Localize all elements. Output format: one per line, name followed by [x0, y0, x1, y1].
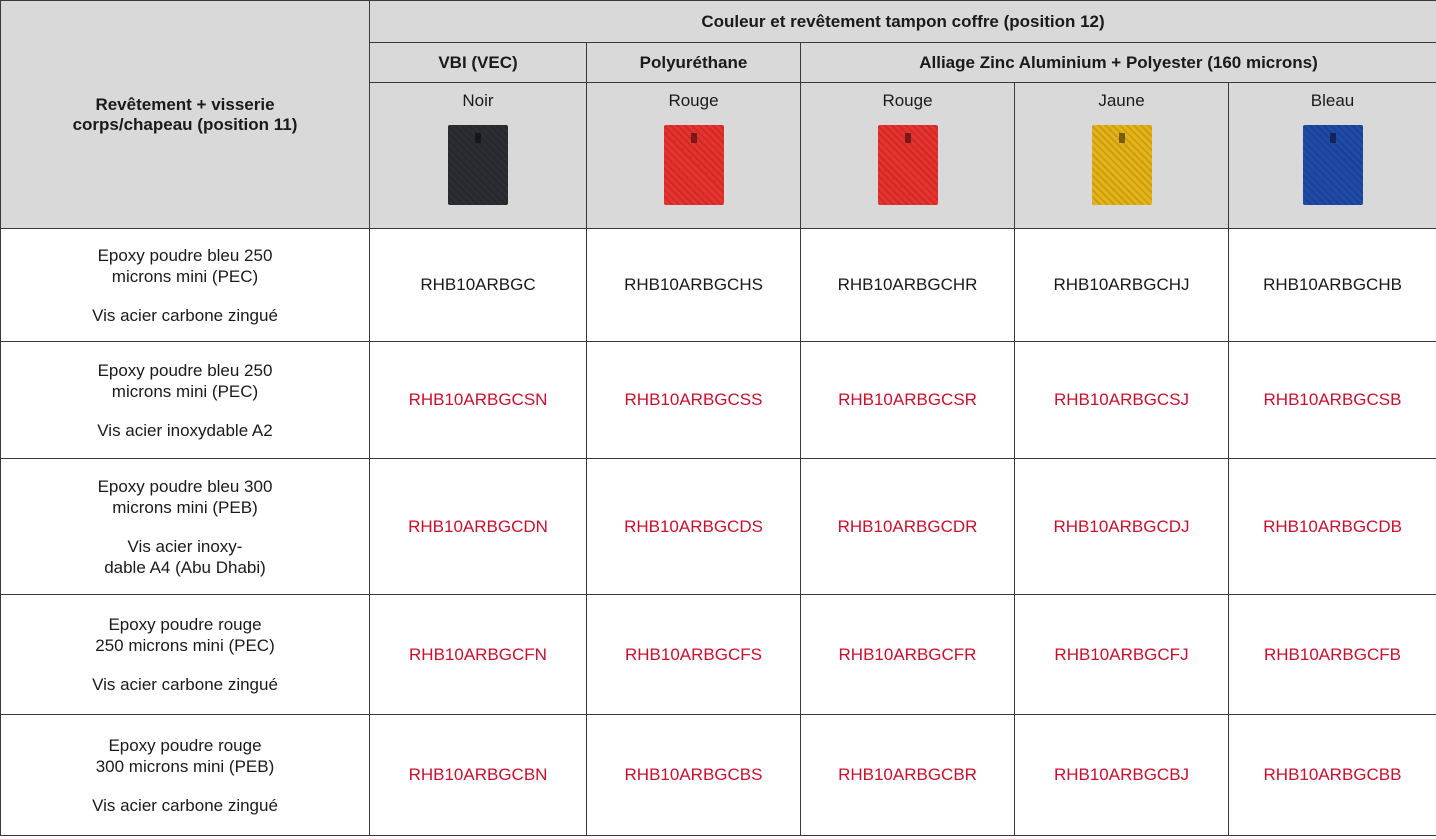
coating-line: 300 microns mini (PEB) [95, 756, 275, 776]
coating-line: 250 microns mini (PEC) [95, 636, 275, 655]
swatch [1091, 125, 1152, 205]
table-row: Epoxy poudre bleu 250 microns mini (PEC) V… [0, 228, 1436, 342]
product-code: RHB10ARBGC [369, 228, 587, 342]
product-code: RHB10ARBGCBR [800, 714, 1015, 836]
product-code: RHB10ARBGCHS [586, 228, 801, 342]
swatch [1302, 125, 1363, 205]
color-cell: Bleau [1228, 82, 1436, 229]
screws-line: dable A4 (Abu Dhabi) [104, 557, 266, 577]
spacer [5, 518, 365, 536]
row-header: Epoxy poudre rouge 300 microns mini (PEB)… [0, 714, 370, 836]
coating-line: microns mini (PEC) [111, 381, 259, 401]
product-code: RHB10ARBGCFN [369, 594, 587, 715]
product-code: RHB10ARBGCHR [800, 228, 1015, 342]
row-header: Epoxy poudre rouge 250 microns mini (PEC)… [0, 594, 370, 715]
coating-line: microns mini (PEB) [112, 497, 258, 517]
screws-line: Vis acier carbone zingué [92, 675, 278, 694]
product-code: RHB10ARBGCBN [369, 714, 587, 836]
spacer [5, 777, 365, 795]
corner-header: Revêtement + visserie corps/chapeau (pos… [0, 0, 370, 229]
product-code: RHB10ARBGCBS [586, 714, 801, 836]
color-label: Bleau [1310, 91, 1355, 110]
table-row: Epoxy poudre bleu 300 microns mini (PEB) V… [0, 458, 1436, 595]
subgroup-header: VBI (VEC) [369, 42, 587, 83]
table-row: Epoxy poudre rouge 300 microns mini (PEB)… [0, 714, 1436, 836]
product-code: RHB10ARBGCFJ [1014, 594, 1229, 715]
color-cell: Rouge [800, 82, 1015, 229]
product-code: RHB10ARBGCDN [369, 458, 587, 595]
screws-line: Vis acier carbone zingué [92, 795, 278, 815]
product-code: RHB10ARBGCFS [586, 594, 801, 715]
product-code: RHB10ARBGCSJ [1014, 341, 1229, 459]
color-label: Noir [462, 91, 494, 110]
product-code: RHB10ARBGCDS [586, 458, 801, 595]
product-code: RHB10ARBGCBJ [1014, 714, 1229, 836]
swatch [448, 125, 508, 205]
coating-line: Epoxy poudre bleu 250 [97, 360, 273, 380]
swatch [877, 125, 938, 205]
subgroup-header: Alliage Zinc Aluminium + Polyester (160 … [800, 42, 1436, 83]
product-code: RHB10ARBGCSB [1228, 341, 1436, 459]
color-label: Jaune [1098, 91, 1145, 110]
coating-line: Epoxy poudre bleu 250 [97, 245, 273, 265]
product-code: RHB10ARBGCDR [800, 458, 1015, 595]
color-label: Rouge [668, 91, 719, 110]
color-cell: Noir [369, 82, 587, 229]
coating-line: Epoxy poudre rouge [108, 615, 262, 634]
spacer [5, 656, 365, 674]
table-body: Epoxy poudre bleu 250 microns mini (PEC) V… [0, 228, 1436, 836]
subgroup-header: Polyuréthane [586, 42, 801, 83]
group-header: Couleur et revêtement tampon coffre (pos… [369, 0, 1436, 43]
product-code: RHB10ARBGCDJ [1014, 458, 1229, 595]
product-code: RHB10ARBGCDB [1228, 458, 1436, 595]
color-label: Rouge [882, 91, 933, 110]
swatch [663, 125, 724, 205]
product-code: RHB10ARBGCHJ [1014, 228, 1229, 342]
spacer [5, 287, 365, 305]
spacer [5, 402, 365, 420]
product-code: RHB10ARBGCSN [369, 341, 587, 459]
row-header: Epoxy poudre bleu 300 microns mini (PEB) V… [0, 458, 370, 595]
row-header: Epoxy poudre bleu 250 microns mini (PEC) V… [0, 228, 370, 342]
coating-line: Epoxy poudre bleu 300 [97, 476, 273, 496]
product-code: RHB10ARBGCHB [1228, 228, 1436, 342]
product-code: RHB10ARBGCSS [586, 341, 801, 459]
row-header: Epoxy poudre bleu 250 microns mini (PEC) V… [0, 341, 370, 459]
product-code: RHB10ARBGCBB [1228, 714, 1436, 836]
screws-line: Vis acier carbone zingué [92, 305, 278, 325]
color-cell: Rouge [586, 82, 801, 229]
color-cell: Jaune [1014, 82, 1229, 229]
table-row: Epoxy poudre rouge 250 microns mini (PEC)… [0, 594, 1436, 715]
product-code: RHB10ARBGCFB [1228, 594, 1436, 715]
screws-line: Vis acier inoxy- [127, 536, 243, 556]
table-row: Epoxy poudre bleu 250 microns mini (PEC) V… [0, 341, 1436, 459]
screws-line: Vis acier inoxydable A2 [97, 420, 273, 440]
coating-line: microns mini (PEC) [111, 266, 259, 286]
product-code: RHB10ARBGCSR [800, 341, 1015, 459]
product-code: RHB10ARBGCFR [800, 594, 1015, 715]
coating-line: Epoxy poudre rouge [108, 735, 262, 755]
